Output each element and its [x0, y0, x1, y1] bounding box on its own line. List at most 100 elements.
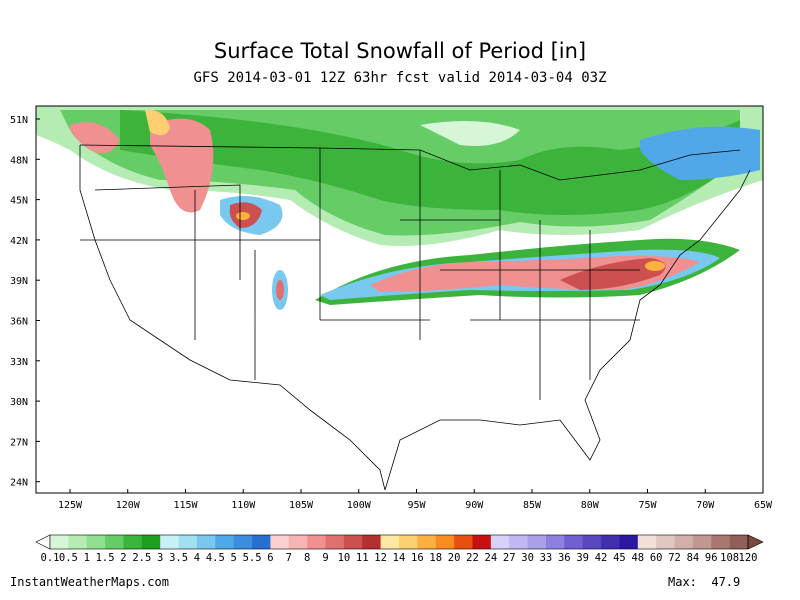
- colorbar-swatch: [399, 535, 418, 549]
- colorbar: 0.1 0.5 1 1.5 2 2.5 3 3.5 4 4.5 5 5.5 6 7 8 9 10 11 12 14 16…: [35, 534, 764, 564]
- colorbar-label: 8: [304, 552, 310, 564]
- lon-label: 110W: [231, 500, 256, 511]
- colorbar-swatch: [637, 535, 657, 549]
- lat-label: 24N: [10, 478, 28, 489]
- colorbar-swatch: [674, 535, 694, 549]
- colorbar-label: 9: [322, 552, 328, 564]
- colorbar-high-arrow: [747, 534, 764, 550]
- colorbar-swatch: [252, 535, 271, 549]
- lat-label: 39N: [10, 276, 28, 287]
- colorbar-label: 2.5: [132, 552, 151, 564]
- lon-label: 100W: [347, 500, 372, 511]
- colorbar-label: 39: [576, 552, 589, 564]
- colorbar-swatch: [711, 535, 730, 549]
- colorbar-swatch: [288, 535, 308, 549]
- title: Surface Total Snowfall of Period [in]: [214, 39, 586, 63]
- colorbar-swatch: [692, 535, 712, 549]
- colorbar-outline: [49, 534, 749, 550]
- colorbar-swatch: [141, 535, 161, 549]
- colorbar-swatch: [545, 535, 565, 549]
- colorbar-label: 18: [429, 552, 442, 564]
- colorbar-label: 14: [393, 552, 406, 564]
- source: InstantWeatherMaps.com: [10, 575, 169, 589]
- colorbar-label: 4.5: [206, 552, 225, 564]
- colorbar-swatch: [527, 535, 547, 549]
- colorbar-swatch: [490, 535, 510, 549]
- max-value: Max: 47.9: [668, 575, 740, 589]
- lon-label: 80W: [581, 500, 600, 511]
- colorbar-label: 72: [668, 552, 681, 564]
- colorbar-label: 20: [448, 552, 461, 564]
- subtitle: GFS 2014-03-01 12Z 63hr fcst valid 2014-…: [193, 70, 606, 86]
- colorbar-swatch: [454, 535, 473, 549]
- lon-label: 90W: [465, 500, 484, 511]
- longitude-labels: 125W 120W 115W 110W 105W 100W 95W 90W 85W 80W 75W 7…: [58, 489, 773, 511]
- colorbar-label: 3.5: [169, 552, 188, 564]
- colorbar-swatch: [362, 535, 381, 549]
- colorbar-label: 3: [157, 552, 163, 564]
- state-borders: [79, 144, 751, 491]
- colorbar-label: 5.5: [243, 552, 262, 564]
- colorbar-label: 16: [411, 552, 424, 564]
- colorbar-label: 45: [613, 552, 626, 564]
- colorbar-swatch: [417, 535, 437, 549]
- colorbar-label: 1.5: [96, 552, 115, 564]
- colorbar-label: 36: [558, 552, 571, 564]
- colorbar-swatch: [380, 535, 400, 549]
- colorbar-label: 60: [650, 552, 663, 564]
- colorbar-label: 11: [356, 552, 369, 564]
- colorbar-swatch: [729, 535, 749, 549]
- colorbar-swatch: [564, 535, 583, 549]
- colorbar-swatch: [215, 535, 234, 549]
- colorbar-swatch: [619, 535, 639, 549]
- colorbar-label: 48: [631, 552, 644, 564]
- latitude-labels: 51N 48N 45N 42N 39N 36N 33N 30N 27N 24N: [10, 115, 40, 489]
- colorbar-swatch: [50, 535, 69, 549]
- lon-label: 65W: [754, 500, 773, 511]
- colorbar-swatch: [178, 535, 198, 549]
- lon-label: 75W: [638, 500, 657, 511]
- snowfall-shading: [36, 106, 763, 310]
- colorbar-label: 12: [374, 552, 387, 564]
- colorbar-swatch: [601, 535, 620, 549]
- colorbar-label: 33: [540, 552, 553, 564]
- colorbar-label: 96: [705, 552, 718, 564]
- colorbar-label: 0.5: [59, 552, 78, 564]
- colorbar-swatch: [68, 535, 88, 549]
- colorbar-swatch: [233, 535, 253, 549]
- colorbar-swatch: [509, 535, 528, 549]
- colorbar-label: 22: [466, 552, 479, 564]
- colorbar-swatch: [86, 535, 106, 549]
- colorbar-label: 24: [485, 552, 498, 564]
- colorbar-swatch: [343, 535, 363, 549]
- lon-label: 95W: [407, 500, 426, 511]
- colorbar-swatch: [105, 535, 124, 549]
- colorbar-label: 30: [521, 552, 534, 564]
- lat-label: 48N: [10, 155, 28, 166]
- colorbar-label: 120: [739, 552, 758, 564]
- colorbar-swatch: [435, 535, 455, 549]
- lat-label: 33N: [10, 357, 28, 368]
- colorbar-swatch: [160, 535, 179, 549]
- colorbar-swatch: [196, 535, 216, 549]
- colorbar-label: 1: [84, 552, 90, 564]
- lon-label: 70W: [696, 500, 715, 511]
- colorbar-label: 42: [595, 552, 608, 564]
- colorbar-label: 27: [503, 552, 516, 564]
- lon-label: 125W: [58, 500, 83, 511]
- colorbar-swatch: [270, 535, 290, 549]
- lon-label: 105W: [289, 500, 314, 511]
- colorbar-label: 5: [231, 552, 237, 564]
- colorbar-swatch: [123, 535, 143, 549]
- map-area: [35, 105, 764, 494]
- lat-label: 30N: [10, 397, 28, 408]
- colorbar-label: 2: [120, 552, 126, 564]
- colorbar-swatch: [656, 535, 675, 549]
- colorbar-label: 6: [267, 552, 273, 564]
- lat-label: 36N: [10, 317, 28, 328]
- colorbar-swatch: [307, 535, 326, 549]
- colorbar-label: 10: [338, 552, 351, 564]
- colorbar-label: 7: [286, 552, 292, 564]
- colorbar-label: 84: [687, 552, 700, 564]
